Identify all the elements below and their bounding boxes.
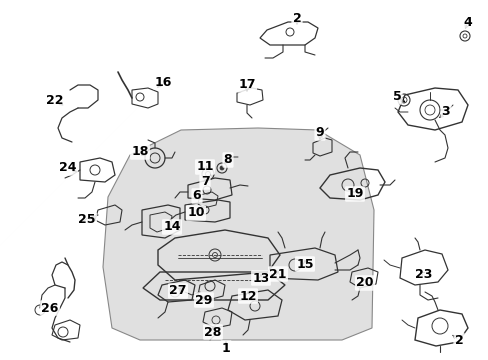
Text: 25: 25 [78, 213, 96, 226]
Text: 6: 6 [192, 189, 201, 202]
Text: 14: 14 [163, 220, 181, 234]
Text: 16: 16 [154, 76, 171, 89]
Text: 26: 26 [41, 301, 59, 315]
Text: 12: 12 [239, 289, 256, 302]
Text: 28: 28 [204, 325, 221, 338]
Text: 1: 1 [221, 342, 230, 355]
Circle shape [220, 166, 224, 170]
Text: 13: 13 [252, 271, 269, 284]
Text: 24: 24 [59, 162, 77, 175]
Text: 5: 5 [392, 90, 401, 104]
Text: 19: 19 [346, 188, 363, 201]
Text: 17: 17 [238, 78, 255, 91]
Text: 4: 4 [463, 15, 471, 28]
Text: 21: 21 [269, 267, 286, 280]
Text: 11: 11 [196, 161, 213, 174]
Text: 22: 22 [46, 94, 63, 107]
Text: 3: 3 [441, 105, 449, 118]
Text: 9: 9 [315, 126, 324, 139]
Text: 7: 7 [200, 175, 209, 189]
Text: 8: 8 [223, 153, 232, 166]
Text: 10: 10 [187, 207, 204, 220]
Text: 15: 15 [296, 257, 313, 270]
Text: 2: 2 [454, 333, 463, 346]
Text: 18: 18 [131, 145, 148, 158]
Text: 27: 27 [169, 284, 186, 297]
Text: 2: 2 [292, 12, 301, 24]
Text: 29: 29 [195, 293, 212, 306]
Text: 23: 23 [414, 267, 432, 280]
Text: 20: 20 [356, 276, 373, 289]
Polygon shape [103, 128, 373, 340]
